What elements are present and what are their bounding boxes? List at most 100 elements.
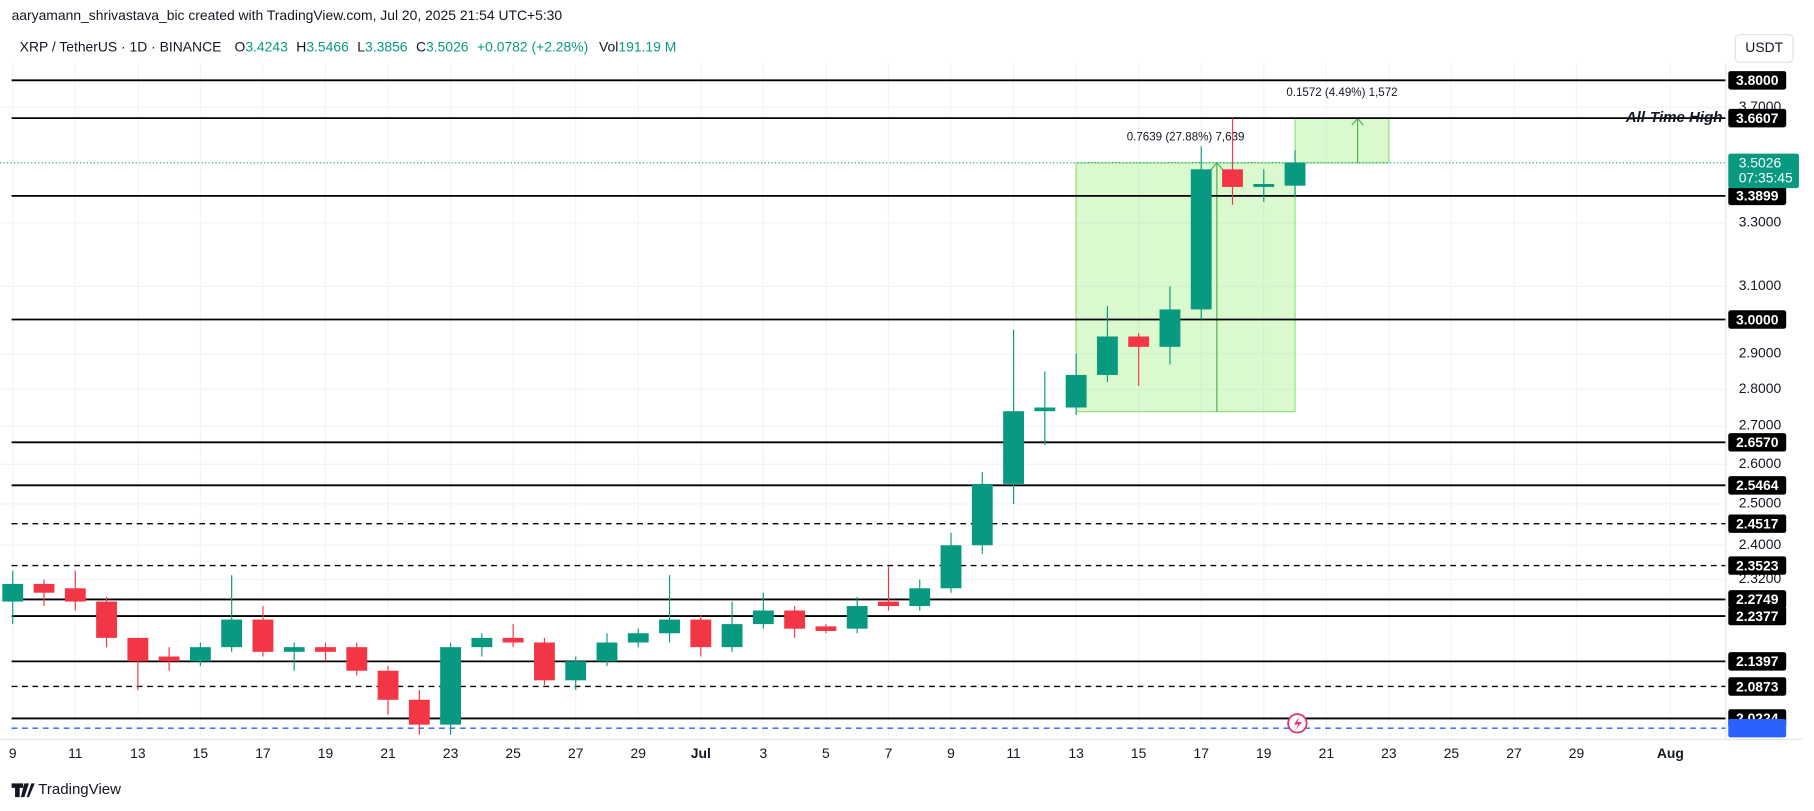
x-tick-label: 25 — [505, 745, 521, 761]
y-tick-label: 2.7000 — [1739, 417, 1782, 433]
level-label: 2.6570 — [1736, 434, 1779, 450]
candle-body — [878, 601, 899, 607]
y-tick-label: 2.6000 — [1739, 455, 1782, 471]
x-tick-label: 13 — [130, 745, 146, 761]
level-label-box — [1728, 186, 1787, 206]
candle-body — [158, 656, 180, 662]
countdown: 07:35:45 — [1739, 170, 1793, 186]
x-tick-label: 27 — [568, 745, 584, 761]
currency-button[interactable] — [1734, 34, 1794, 63]
candle-body — [909, 588, 931, 607]
candle-body — [627, 633, 649, 643]
ohlc-key: L — [357, 38, 365, 54]
x-tick-label: 27 — [1506, 745, 1522, 761]
x-tick-label: 25 — [1444, 745, 1460, 761]
candle-body — [940, 545, 962, 589]
x-tick-label: 19 — [1256, 745, 1272, 761]
level-label: 2.0873 — [1736, 678, 1779, 694]
event-bolt[interactable] — [1293, 716, 1303, 731]
measure-label: 0.1572 (4.49%) 1,572 — [1286, 87, 1397, 99]
logo-icon — [11, 783, 35, 798]
measure-box — [1294, 117, 1390, 164]
candle-body — [315, 647, 336, 652]
candle-body — [346, 647, 368, 671]
level-label: 2.3523 — [1736, 557, 1779, 573]
x-tick-label: 21 — [1319, 745, 1335, 761]
ohlc-value: 3.5466 — [306, 38, 349, 54]
y-tick-label: 2.8000 — [1739, 380, 1782, 396]
candle-body — [752, 610, 774, 625]
level-label: 3.6607 — [1736, 110, 1779, 126]
x-tick-label: 21 — [380, 745, 396, 761]
x-tick-label: 19 — [318, 745, 334, 761]
ath-label: All-Time High — [1625, 109, 1723, 126]
symbol-header: XRP / TetherUS · 1D · BINANCE O3.4243 H3… — [20, 38, 677, 54]
level-label-box — [1728, 108, 1787, 128]
y-tick-label: 3.3000 — [1739, 214, 1782, 230]
x-tick-label: 11 — [68, 745, 83, 761]
currency[interactable]: USDT — [1745, 39, 1783, 55]
ohlc-value: 3.3856 — [365, 38, 408, 54]
candle-body — [1128, 336, 1150, 347]
candle-body — [127, 637, 149, 662]
ohlc-value: 3.5026 — [426, 38, 469, 54]
x-tick-label: 13 — [1068, 745, 1084, 761]
candle-body — [64, 588, 86, 602]
candle-body — [33, 583, 55, 593]
x-tick-label: 15 — [193, 745, 209, 761]
y-tick-label: 3.1000 — [1739, 277, 1782, 293]
level-label: 2.1397 — [1736, 653, 1779, 669]
y-tick-label: 2.4000 — [1739, 536, 1782, 552]
candle-body — [189, 647, 211, 662]
x-tick-label: 5 — [822, 745, 830, 761]
level-label: 2.2377 — [1736, 608, 1779, 624]
y-tick-label: 2.5000 — [1739, 495, 1782, 511]
x-tick-label: 9 — [9, 745, 17, 761]
event-icon[interactable] — [1287, 713, 1308, 734]
plot-area: 9 11 13 15 17 19 21 23 25 27 29 Jul 3 5 7 9 11 13 15 17 19 21… — [0, 63, 1799, 761]
candle-body — [377, 670, 399, 700]
x-tick-label: 3 — [759, 745, 767, 761]
ohlc-value: 3.4243 — [245, 38, 288, 54]
candle-body — [1159, 309, 1181, 347]
ohlc-key: H — [296, 38, 306, 54]
current-price-label: 3.5026 — [1739, 155, 1782, 171]
candle-body — [502, 637, 524, 643]
level-label: 2.2749 — [1736, 591, 1779, 607]
candle-body — [846, 606, 868, 629]
level-label-box — [1728, 476, 1787, 495]
level-label-box — [1728, 310, 1787, 329]
measure-label: 0.7639 (27.88%) 7,639 — [1127, 131, 1245, 143]
level-label-box — [1728, 71, 1787, 90]
candle-body — [659, 619, 680, 634]
candle-body — [471, 637, 493, 648]
candle-body — [1222, 169, 1243, 187]
x-tick-label: 11 — [1006, 745, 1021, 761]
current-price-box — [1728, 153, 1799, 189]
logo-text: TradingView — [38, 781, 121, 798]
x-tick-label: 29 — [1569, 745, 1585, 761]
level-label-box — [1728, 606, 1787, 626]
level-label: 3.0000 — [1736, 311, 1779, 327]
x-tick-label: 7 — [885, 745, 893, 761]
candle-body — [1096, 336, 1118, 375]
candle-body — [721, 624, 743, 648]
level-label-box — [1728, 433, 1787, 452]
candle-body — [784, 610, 806, 629]
candle-body — [596, 642, 618, 662]
ohlc-key: O — [235, 38, 246, 54]
level-label-box — [1728, 556, 1787, 575]
x-tick-label: 17 — [1193, 745, 1209, 761]
candle-body — [221, 619, 243, 648]
level-label: 2.4517 — [1736, 516, 1779, 532]
y-tick-label: 2.9000 — [1739, 344, 1782, 360]
candle-body — [690, 619, 712, 648]
candle-body — [1065, 374, 1087, 408]
level-label: 3.3899 — [1736, 188, 1779, 204]
level-label: 3.8000 — [1736, 72, 1779, 88]
level-label-box — [1728, 718, 1787, 738]
change: +0.0782 (+2.28%) — [477, 38, 588, 54]
